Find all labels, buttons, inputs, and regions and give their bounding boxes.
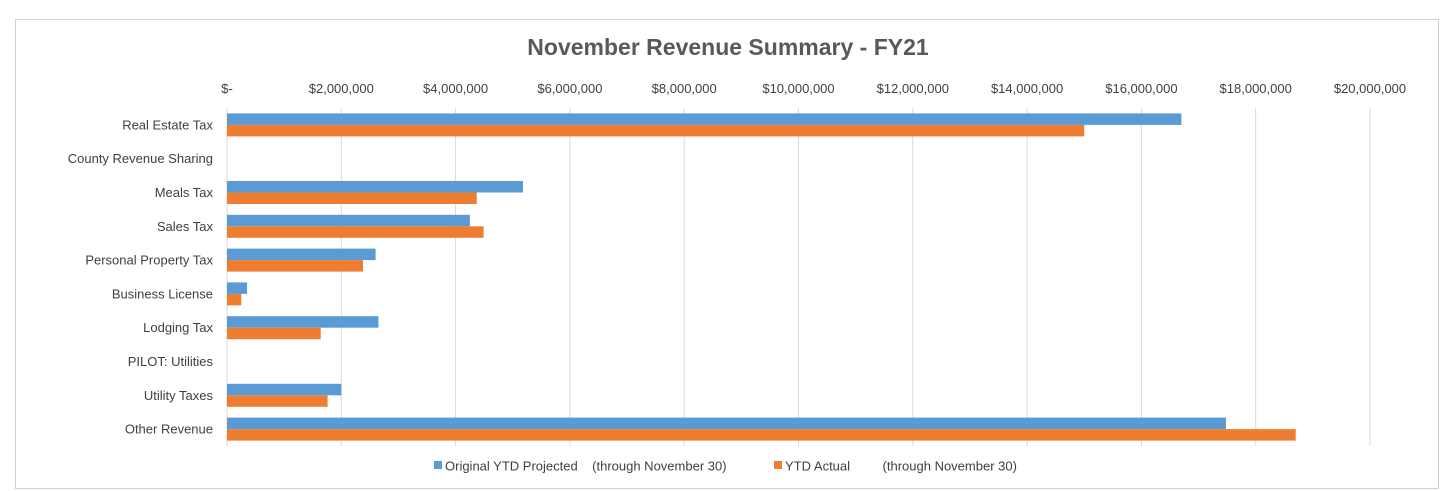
bar-projected [227,383,342,396]
bar-projected [227,417,1226,430]
category-label: County Revenue Sharing [68,151,213,166]
legend: Original YTD Projected (through November… [434,459,1017,474]
bar-projected [227,214,470,227]
bar-actual [227,293,242,306]
x-tick-label: $6,000,000 [537,81,602,96]
x-tick-label: $2,000,000 [309,81,374,96]
category-label: PILOT: Utilities [128,354,214,369]
bar-actual [227,192,477,204]
category-label: Sales Tax [157,219,214,234]
bars [227,113,1296,441]
bar-projected [227,282,248,294]
bar-actual [227,260,364,272]
x-tick-label: $20,000,000 [1334,81,1406,96]
bar-actual [227,429,1296,441]
category-label: Other Revenue [125,422,213,437]
category-labels: Real Estate Tax County Revenue Sharing Mea… [68,117,214,436]
bar-actual [227,395,328,407]
x-tick-label: $8,000,000 [652,81,717,96]
x-tick-label: $4,000,000 [423,81,488,96]
bar-projected [227,113,1182,125]
x-tick-label: $18,000,000 [1220,81,1292,96]
category-label: Business License [112,286,213,301]
x-tick-label: $14,000,000 [991,81,1063,96]
legend-swatch [774,461,782,469]
bar-projected [227,248,376,261]
bar-projected [227,181,524,193]
bar-actual [227,226,484,238]
bar-actual [227,327,321,340]
legend-label: Original YTD Projected (through November… [445,459,727,474]
x-tick-label: $10,000,000 [762,81,834,96]
x-tick-label: $16,000,000 [1105,81,1177,96]
category-label: Real Estate Tax [122,117,213,132]
x-tick-label: $- [221,81,233,96]
x-axis-tick-labels: $- $2,000,000 $4,000,000 $6,000,000 $8,000,0… [221,81,1406,96]
legend-swatch [434,461,442,469]
category-label: Personal Property Tax [85,253,213,268]
x-tick-label: $12,000,000 [877,81,949,96]
chart-title: November Revenue Summary - FY21 [527,34,929,60]
legend-label: YTD Actual (through November 30) [785,459,1017,474]
category-label: Utility Taxes [144,388,214,403]
bar-projected [227,316,379,328]
category-label: Meals Tax [155,185,214,200]
bar-actual [227,124,1085,137]
category-label: Lodging Tax [143,320,213,335]
gridlines [226,108,1371,446]
